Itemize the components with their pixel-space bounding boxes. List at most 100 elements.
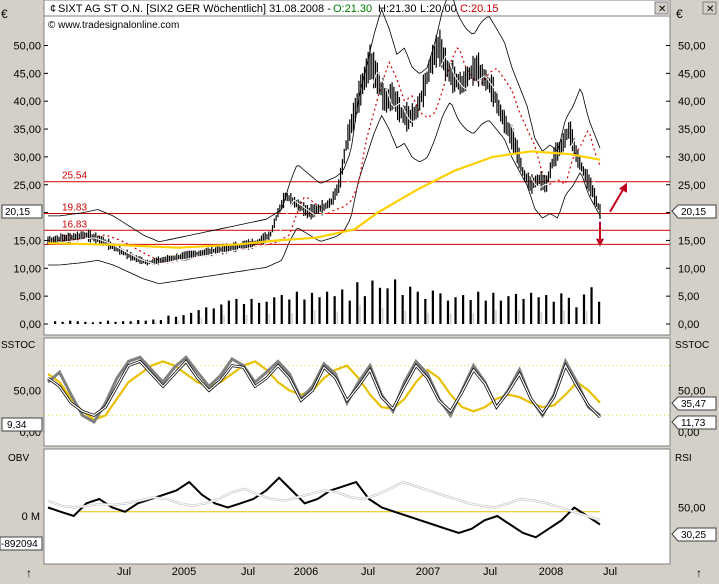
volume-bar [495,309,497,324]
volume-bar [472,313,475,324]
level-label: 16.83 [62,219,87,230]
ma-line [47,150,601,249]
volume-bar [499,300,502,324]
volume-bar [84,321,87,324]
obv-tag-left [0,536,43,551]
volume-bar [167,315,170,324]
y-tick-label: 30,00 [13,152,41,164]
volume-bar [132,322,135,324]
y-tick-label: 45,00 [678,68,706,80]
volume-bar [197,310,200,324]
y-tick-label: 0,00 [678,427,699,439]
sstoc-panel [43,337,671,447]
currency-left: € [1,7,8,21]
level-label: 25.54 [62,171,87,182]
volume-bar [446,300,450,324]
volume-bar [552,301,555,324]
volume-bar [484,300,487,324]
price-tag-right [671,204,717,219]
volume-bar [449,313,452,324]
obv-panel [43,448,671,565]
price-panel [43,15,671,336]
volume-bar [567,297,570,324]
volume-bar [427,312,429,324]
volume-bar [348,300,351,324]
volume-bar [265,301,268,324]
sstoc-line [47,360,601,421]
sstoc-line [47,360,601,418]
y-tick-label: 30,00 [678,152,706,164]
y-tick-label: 15,00 [13,235,41,247]
volume-bar [288,299,291,324]
moving-average-line [47,150,601,249]
volume-bar [295,291,298,324]
x-axis: Jul 2005 Jul 2006 Jul 2007 Jul 2008 Jul [117,566,617,578]
sstoc-tag-right-2-text: 11,73 [681,418,706,429]
volume-bar [303,299,306,324]
volume-bar [190,312,193,324]
volume-bar [227,300,230,324]
signal-line [48,53,601,266]
close-icon: ✕ [658,4,666,15]
y-tick-label: 5,00 [20,291,41,303]
volume-bar [545,295,548,324]
arrow-up-head [619,182,627,193]
y-tick-label: 0,00 [678,319,699,331]
panel-close-button-right[interactable] [702,1,717,15]
obv-rsi-line [47,481,601,521]
obv-y-axis: 0 M 50,00 [22,503,706,524]
volume-bar [404,310,407,324]
sstoc-tag-left-text: 9,34 [7,420,27,431]
x-tick-label: 2008 [539,566,563,578]
trend-arrows [596,182,627,247]
volume-bar [182,315,185,324]
volume-bar [356,282,359,324]
volume-bar [386,288,389,324]
open-value: O:21.30 [333,3,372,15]
obv-rsi-lines [47,476,601,539]
volume-bar [530,292,533,324]
y-tick-label: 0 M [22,511,40,523]
volume-bar [76,321,79,324]
volume-bar [507,296,510,324]
sstoc-label-right: SSTOC [675,340,709,351]
y-tick-label: 15,00 [678,235,706,247]
y-tick-label: 45,00 [13,68,41,80]
volume-bar [514,293,518,324]
y-tick-label: 5,00 [678,291,699,303]
sstoc-tag-right-2 [671,415,717,430]
volume-bar [381,307,384,324]
y-tick-label: 50,00 [13,386,41,398]
panel-close-button[interactable] [654,1,669,15]
arrow-up-icon[interactable]: ↑ [26,566,32,580]
x-tick-label: 2006 [294,566,318,578]
rsi-tag-right [671,527,717,542]
currency-right: € [676,7,683,21]
volume-bar [394,279,397,324]
arrow-up-icon[interactable]: ↑ [696,566,702,580]
volume-bar [54,321,57,324]
volume-bar [540,311,543,324]
x-tick-label: Jul [361,566,375,578]
sstoc-label-left: SSTOC [1,340,35,351]
y-tick-label: 50,00 [678,503,706,515]
y-tick-label: 35,00 [13,124,41,136]
volume-bar [563,310,565,324]
volume-bar [223,315,225,324]
volume-bar [137,320,140,324]
y-tick-label: 35,00 [678,124,706,136]
bollinger-upper [48,0,601,242]
volume-bar [431,290,434,324]
volume-bar [492,292,495,324]
level-label: 19.83 [62,203,87,214]
chart-title: SIXT AG ST O.N. [SIX2 GER Wöchentlich] 3… [58,3,331,15]
volume-bar [469,300,472,324]
volume-bar [333,296,336,324]
volume-bar [409,286,412,324]
x-tick-label: 2005 [172,566,196,578]
volume-bar [106,320,110,324]
volume-bar [109,322,112,324]
volume-bar [517,310,520,324]
